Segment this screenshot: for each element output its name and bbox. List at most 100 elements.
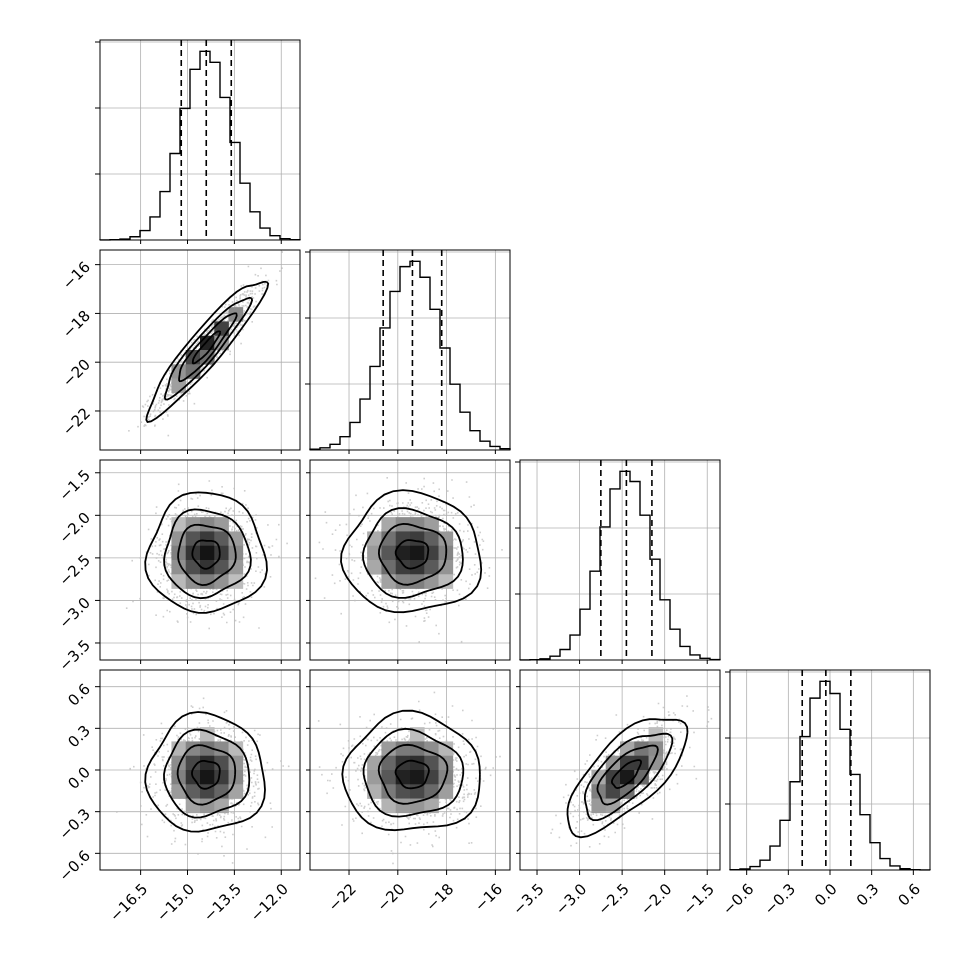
panel-1-0 bbox=[99, 249, 301, 451]
x-tick-label-3-2: 0.0 bbox=[811, 880, 841, 910]
axes-frame bbox=[99, 459, 301, 661]
histogram-step bbox=[99, 50, 301, 241]
density-cell bbox=[228, 741, 244, 757]
y-tick-label-2-4: −1.5 bbox=[56, 466, 94, 504]
density-cell bbox=[438, 741, 454, 757]
y-tick-label-2-0: −3.5 bbox=[56, 636, 94, 674]
y-tick-label-1-3: −16 bbox=[59, 258, 94, 293]
contour-0 bbox=[191, 330, 222, 365]
contour-0 bbox=[191, 760, 221, 790]
density-cell bbox=[620, 784, 635, 799]
density-cell bbox=[381, 560, 397, 575]
axes-frame bbox=[519, 459, 721, 661]
x-tick-label-1-1: −20 bbox=[373, 880, 408, 915]
y-tick-label-3-1: −0.3 bbox=[56, 805, 94, 843]
x-tick-label-0-3: −12.0 bbox=[247, 880, 292, 925]
contour-0 bbox=[191, 539, 221, 570]
density-cell bbox=[410, 545, 425, 561]
density-cell bbox=[648, 755, 664, 771]
x-tick-label-2-0: −3.5 bbox=[509, 880, 547, 918]
panel-2-1 bbox=[309, 459, 511, 661]
contour-3 bbox=[144, 711, 266, 833]
density-cell bbox=[424, 560, 439, 575]
density-cell bbox=[591, 798, 607, 814]
density-cell bbox=[214, 545, 229, 561]
density-cell bbox=[648, 741, 664, 757]
y-tick-label-1-0: −22 bbox=[59, 404, 94, 439]
contour-3 bbox=[144, 491, 268, 614]
density-cell bbox=[200, 560, 215, 575]
density-cell bbox=[228, 531, 244, 547]
histogram-step bbox=[729, 680, 931, 871]
axes-frame bbox=[309, 249, 511, 451]
hist-panel-3 bbox=[725, 669, 931, 871]
x-tick-label-1-2: −18 bbox=[422, 880, 457, 915]
density-cell bbox=[381, 755, 397, 771]
density-cell bbox=[424, 741, 439, 757]
histogram-step bbox=[309, 260, 511, 450]
y-tick-label-2-2: −2.5 bbox=[56, 551, 94, 589]
density-cell bbox=[228, 784, 244, 799]
density-cell bbox=[228, 770, 244, 785]
hist-panel-0 bbox=[95, 39, 301, 241]
density-cell bbox=[214, 531, 229, 547]
density-cell bbox=[438, 574, 454, 589]
density-cell bbox=[200, 545, 215, 561]
y-tick-label-1-1: −20 bbox=[59, 355, 94, 390]
density-cell bbox=[367, 560, 382, 575]
panel-content bbox=[100, 670, 300, 870]
contour-0 bbox=[394, 759, 430, 790]
density-cell bbox=[200, 531, 215, 547]
density-cell bbox=[367, 545, 382, 561]
contour-1 bbox=[178, 312, 238, 383]
y-tick-label-3-4: 0.6 bbox=[64, 680, 94, 710]
contour-2 bbox=[163, 508, 252, 600]
density-cell bbox=[171, 574, 187, 589]
density-cell bbox=[185, 755, 201, 771]
contour-2 bbox=[163, 296, 254, 401]
axes-frame bbox=[99, 39, 301, 241]
density-cell bbox=[381, 545, 397, 561]
contour-3 bbox=[566, 718, 689, 839]
density-cell bbox=[395, 545, 411, 561]
density-cell bbox=[381, 770, 397, 785]
density-cell bbox=[200, 770, 215, 785]
x-tick-label-2-4: −1.5 bbox=[679, 880, 717, 918]
x-tick-label-1-3: −16 bbox=[471, 880, 506, 915]
density-cell bbox=[410, 770, 425, 785]
x-tick-label-2-2: −2.5 bbox=[594, 880, 632, 918]
density-cell bbox=[367, 770, 382, 785]
panel-3-1 bbox=[309, 669, 511, 871]
y-tick-label-1-2: −18 bbox=[59, 307, 94, 342]
density-cell bbox=[605, 755, 621, 771]
contour-1 bbox=[177, 523, 237, 587]
density-cell bbox=[185, 741, 201, 757]
density-cell bbox=[620, 770, 635, 785]
density-cell bbox=[438, 784, 454, 799]
x-tick-label-3-3: 0.3 bbox=[853, 880, 883, 910]
x-tick-label-0-2: −13.5 bbox=[200, 880, 245, 925]
panel-content bbox=[520, 670, 720, 870]
density-cell bbox=[171, 560, 187, 575]
contour-2 bbox=[583, 732, 674, 821]
contour-2 bbox=[362, 727, 465, 818]
density-cell bbox=[424, 755, 439, 771]
density-cell bbox=[200, 517, 215, 532]
density-cell bbox=[185, 798, 201, 814]
hist-panel-1 bbox=[305, 249, 511, 451]
panel-content bbox=[100, 460, 300, 660]
x-tick-label-2-1: −3.0 bbox=[552, 880, 590, 918]
contour-2 bbox=[362, 507, 464, 599]
panel-content bbox=[310, 670, 510, 870]
density-cell bbox=[395, 531, 411, 547]
density-cell bbox=[605, 784, 621, 799]
density-cell bbox=[200, 755, 215, 771]
density-cell bbox=[395, 560, 411, 575]
x-tick-label-0-0: −16.5 bbox=[106, 880, 151, 925]
contour-3 bbox=[145, 280, 270, 423]
axes-frame bbox=[309, 459, 511, 661]
contour-1 bbox=[596, 744, 659, 806]
density-cell bbox=[228, 560, 244, 575]
density-cell bbox=[381, 741, 397, 757]
density-cell bbox=[410, 755, 425, 771]
